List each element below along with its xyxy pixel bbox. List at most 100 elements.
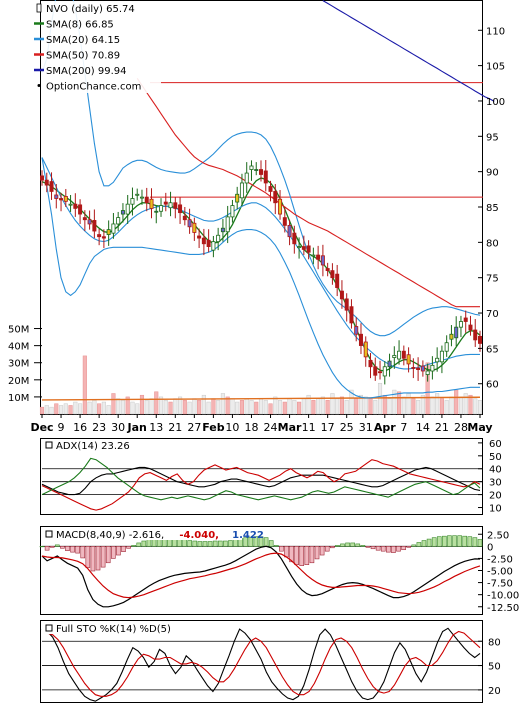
macd-histogram-bar [248, 536, 254, 547]
volume-bar [435, 393, 440, 415]
candle-body [258, 169, 263, 175]
candle-body [335, 273, 340, 288]
macd-title: MACD(8,40,9) -2.616, [56, 530, 164, 541]
macd-histogram-bar [105, 546, 111, 564]
macd-histogram-bar [319, 546, 325, 556]
macd-histogram-bar [472, 537, 478, 547]
macd-histogram-bar [116, 546, 121, 556]
volume-bar [182, 400, 187, 415]
volume-bar [449, 396, 454, 415]
candle-body [187, 219, 192, 228]
macd-histogram-bar [289, 546, 294, 563]
candle-body [163, 201, 168, 205]
price-series-sma-50- [136, 77, 480, 308]
candle-body [320, 255, 325, 266]
volume-bar [58, 405, 64, 415]
candle-body [425, 370, 430, 375]
adx-tick-label: 20 [489, 491, 502, 502]
volume-bar [197, 400, 202, 415]
volume-bar [392, 389, 397, 415]
volume-bar [235, 401, 240, 415]
macd-histogram-bar [243, 537, 249, 547]
price-candles [40, 159, 482, 385]
volume-bar [254, 401, 259, 415]
volume-bar [163, 400, 168, 415]
price-tick-label: 100 [486, 97, 505, 108]
candle-body [130, 198, 135, 205]
price-tick-label: 70 [486, 309, 499, 320]
price-tick-label: 75 [486, 274, 499, 285]
legend-label: SMA(8) 66.85 [46, 20, 114, 31]
candle-body [430, 364, 435, 372]
macd-histogram-bar [207, 541, 213, 547]
adx-series-adx [41, 466, 481, 496]
candle-body [144, 196, 149, 204]
macd-histogram-bar [268, 540, 274, 547]
candle-body [392, 355, 397, 358]
macd-histogram-bar [421, 540, 427, 547]
volume-bar [130, 401, 135, 415]
volume-tick-label: 40M [8, 342, 29, 353]
volume-bar [387, 398, 392, 415]
date-tick-label: 27 [187, 421, 201, 434]
adx-series-di [41, 459, 481, 511]
volume-bar [363, 396, 368, 415]
candle-body [82, 217, 87, 221]
date-tick-label: Feb [202, 421, 225, 434]
macd-histogram-bar [335, 545, 340, 547]
volume-tick-label: 10M [8, 393, 29, 404]
volume-bar [154, 391, 159, 415]
date-tick-label: 23 [92, 421, 106, 434]
volume-bar [239, 400, 245, 415]
legend-label: SMA(50) 70.89 [46, 51, 120, 62]
price-tick-label: 95 [486, 132, 499, 143]
volume-bar [316, 398, 321, 415]
volume-bar [397, 391, 402, 415]
date-tick-label: 7 [400, 421, 407, 434]
volume-y-axis: 50M 40M 30M 20M 10M [8, 325, 42, 404]
stochastic-panel-frame [40, 620, 483, 703]
candle-body [263, 170, 268, 184]
macd-histogram-bar [467, 536, 473, 547]
macd-histogram-bar [273, 545, 279, 547]
macd-histogram-bar [375, 546, 381, 551]
stochastic-tick-label: 20 [488, 686, 501, 697]
volume-bar [49, 406, 54, 415]
macd-histogram-bar [253, 536, 259, 547]
volume-bar [230, 398, 235, 415]
candle-body [230, 205, 235, 218]
legend-label: SMA(200) 99.94 [46, 66, 127, 77]
macd-tick-label: -12.50 [487, 603, 519, 614]
volume-bar [411, 398, 416, 415]
candle-body [368, 359, 373, 368]
adx-tick-label: 30 [489, 478, 502, 489]
candle-body [378, 371, 383, 374]
volume-bar [149, 398, 154, 415]
candle-body [287, 224, 292, 238]
macd-histogram-bar [95, 546, 101, 571]
macd-signal-value: -4.040, [179, 530, 219, 541]
adx-legend-box [45, 441, 53, 449]
price-series-bb-lower [41, 157, 480, 399]
adx-tick-label: 40 [489, 465, 502, 476]
volume-bar [287, 398, 292, 415]
volume-bar [349, 389, 354, 415]
volume-bar [101, 401, 106, 415]
macd-histogram-bar [462, 535, 468, 547]
candle-body [159, 205, 164, 212]
macd-histogram-bar [447, 535, 452, 547]
macd-histogram-bar [192, 540, 198, 547]
date-tick-label: May [467, 421, 492, 434]
date-tick-label: 21 [435, 421, 449, 434]
stochastic-panel: 80 50 20 [41, 627, 501, 702]
candle-body [59, 198, 64, 201]
volume-bar [244, 398, 249, 415]
volume-bar [220, 393, 225, 415]
date-tick-label: 9 [58, 421, 65, 434]
macd-histogram-bar [141, 540, 147, 547]
candle-body [278, 198, 283, 215]
stochastic-title: Full STO %K(14) %D(5) [56, 624, 171, 635]
macd-histogram-bar [136, 542, 142, 547]
macd-tick-label: 2.50 [487, 530, 509, 541]
candle-body [268, 186, 273, 192]
